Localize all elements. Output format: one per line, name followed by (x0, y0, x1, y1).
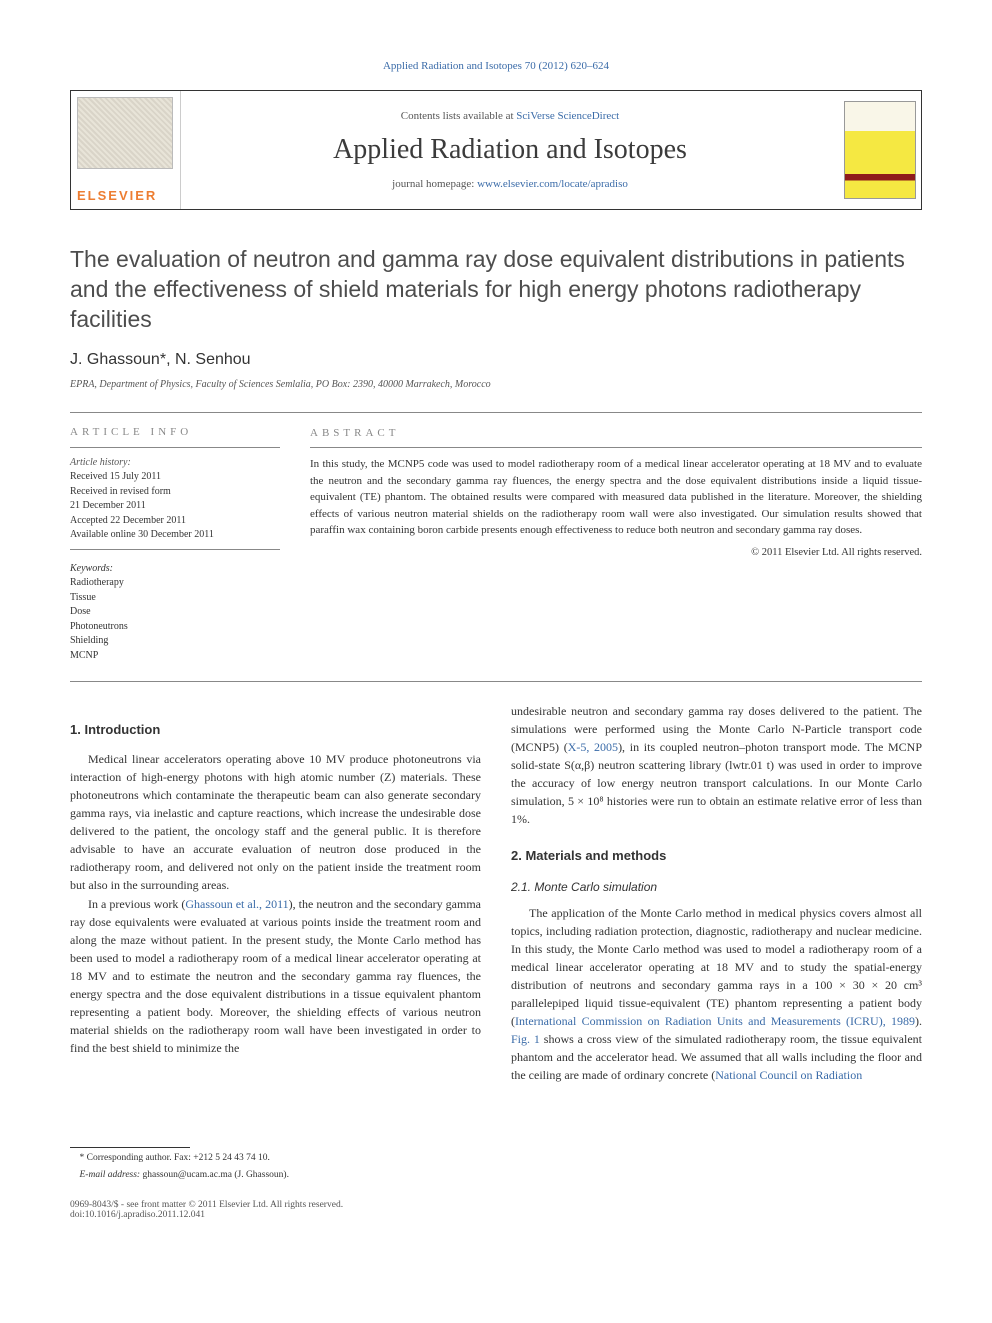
authors: J. Ghassoun*, N. Senhou (70, 351, 922, 369)
paragraph: The application of the Monte Carlo metho… (511, 904, 922, 1084)
contents-line: Contents lists available at SciVerse Sci… (401, 110, 619, 122)
footnote-email: E-mail address: ghassoun@ucam.ac.ma (J. … (70, 1169, 481, 1182)
author-link-ghassoun[interactable]: J. Ghassoun (70, 351, 160, 368)
journal-cover-icon (844, 101, 916, 199)
article-info-heading: article info (70, 425, 280, 448)
keyword: MCNP (70, 649, 280, 664)
history-line: Received in revised form (70, 486, 171, 497)
history-label: Article history: (70, 457, 131, 468)
article-info-block: article info Article history: Received 1… (70, 425, 280, 663)
keyword: Shielding (70, 634, 280, 649)
subsection-heading-21: 2.1. Monte Carlo simulation (511, 878, 922, 896)
homepage-line: journal homepage: www.elsevier.com/locat… (392, 178, 628, 190)
keyword: Dose (70, 605, 280, 620)
sciencedirect-link[interactable]: SciVerse ScienceDirect (516, 110, 619, 122)
corresponding-mark: * (80, 1153, 85, 1163)
citation-link[interactable]: Ghassoun et al., 2011 (185, 897, 288, 911)
keywords-label: Keywords: (70, 562, 280, 577)
paragraph: Medical linear accelerators operating ab… (70, 750, 481, 894)
email-value: ghassoun@ucam.ac.ma (J. Ghassoun). (142, 1170, 288, 1180)
journal-title-cell: Contents lists available at SciVerse Sci… (181, 91, 839, 209)
homepage-link[interactable]: www.elsevier.com/locate/apradiso (477, 178, 628, 190)
abstract-copyright: © 2011 Elsevier Ltd. All rights reserved… (310, 545, 922, 561)
homepage-prefix: journal homepage: (392, 178, 477, 190)
author-senhou: , N. Senhou (166, 351, 251, 368)
keyword: Radiotherapy (70, 576, 280, 591)
paragraph: undesirable neutron and secondary gamma … (511, 702, 922, 828)
abstract-block: abstract In this study, the MCNP5 code w… (310, 425, 922, 663)
history-line: Accepted 22 December 2011 (70, 515, 186, 526)
footer-left: 0969-8043/$ - see front matter © 2011 El… (70, 1200, 343, 1220)
text-run: ). (915, 1014, 922, 1028)
footer-line: 0969-8043/$ - see front matter © 2011 El… (70, 1200, 343, 1210)
history-line: Available online 30 December 2011 (70, 529, 214, 540)
keyword: Photoneutrons (70, 620, 280, 635)
contents-prefix: Contents lists available at (401, 110, 516, 122)
elsevier-logo: ELSEVIER (77, 188, 174, 203)
figure-link[interactable]: Fig. 1 (511, 1032, 540, 1046)
footnote-rule (70, 1147, 190, 1148)
paragraph: In a previous work (Ghassoun et al., 201… (70, 895, 481, 1057)
elsevier-tree-icon (77, 97, 173, 169)
footnote-text: Corresponding author. Fax: +212 5 24 43 … (87, 1153, 270, 1163)
journal-name: Applied Radiation and Isotopes (333, 134, 687, 166)
text-run: The application of the Monte Carlo metho… (511, 906, 922, 1028)
history-line: Received 15 July 2011 (70, 471, 161, 482)
body-columns: 1. Introduction Medical linear accelerat… (70, 702, 922, 1182)
text-run: In a previous work ( (88, 897, 185, 911)
journal-citation-link[interactable]: Applied Radiation and Isotopes 70 (2012)… (70, 60, 922, 72)
rule-bottom (70, 681, 922, 682)
citation-link[interactable]: National Council on Radiation (715, 1068, 862, 1082)
rule-top (70, 412, 922, 413)
section-heading-1: 1. Introduction (70, 720, 481, 740)
email-label: E-mail address: (80, 1170, 141, 1180)
page-footer: 0969-8043/$ - see front matter © 2011 El… (70, 1200, 922, 1220)
text-run: ), the neutron and the secondary gamma r… (70, 897, 481, 1055)
section-heading-2: 2. Materials and methods (511, 846, 922, 866)
publisher-cell: ELSEVIER (71, 91, 181, 209)
citation-link[interactable]: International Commission on Radiation Un… (515, 1014, 915, 1028)
history-line: 21 December 2011 (70, 500, 146, 511)
cover-cell (839, 91, 921, 209)
footer-line: doi:10.1016/j.apradiso.2011.12.041 (70, 1210, 205, 1220)
abstract-text: In this study, the MCNP5 code was used t… (310, 456, 922, 539)
keyword: Tissue (70, 591, 280, 606)
journal-masthead: ELSEVIER Contents lists available at Sci… (70, 90, 922, 210)
affiliation: EPRA, Department of Physics, Faculty of … (70, 379, 922, 390)
rule-info (70, 549, 280, 550)
citation-link[interactable]: X-5, 2005 (568, 740, 618, 754)
abstract-heading: abstract (310, 425, 922, 449)
article-title: The evaluation of neutron and gamma ray … (70, 245, 922, 335)
footnote-corresponding: * Corresponding author. Fax: +212 5 24 4… (70, 1152, 481, 1165)
